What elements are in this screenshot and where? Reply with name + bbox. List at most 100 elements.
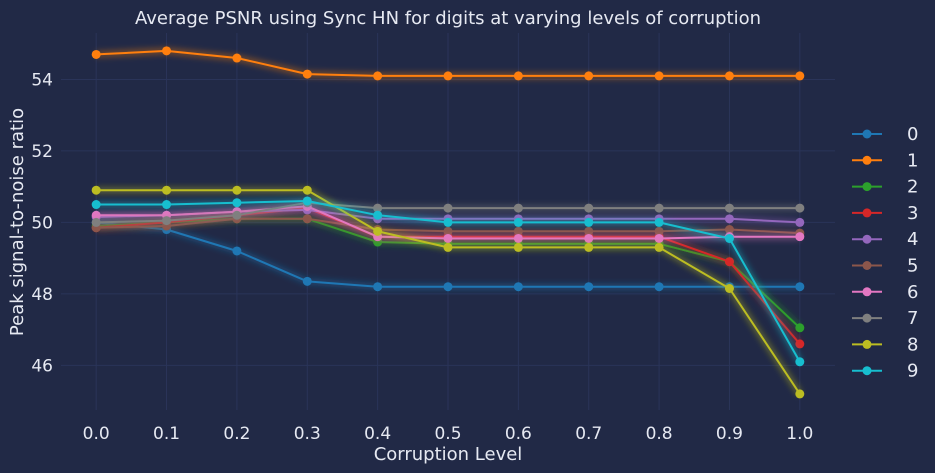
data-point bbox=[795, 71, 805, 81]
data-point bbox=[302, 196, 312, 206]
data-point bbox=[443, 233, 453, 243]
data-point bbox=[232, 210, 242, 220]
data-point bbox=[232, 246, 242, 256]
legend-item-6: 6 bbox=[852, 282, 918, 303]
data-point bbox=[795, 232, 805, 242]
y-tick-label: 50 bbox=[31, 213, 53, 233]
legend-marker bbox=[862, 155, 872, 165]
legend-item-9: 9 bbox=[852, 361, 918, 382]
legend: 0 1 2 3 4 5 6 7 8 9 bbox=[852, 124, 918, 382]
series-9 bbox=[91, 196, 805, 367]
y-tick-label: 48 bbox=[31, 285, 53, 305]
x-tick-label: 0.5 bbox=[434, 424, 461, 444]
data-point bbox=[91, 217, 101, 227]
series-8 bbox=[91, 185, 805, 399]
data-point bbox=[654, 217, 664, 227]
legend-item-4: 4 bbox=[852, 229, 918, 250]
legend-label: 8 bbox=[907, 334, 918, 355]
data-point bbox=[724, 284, 734, 294]
x-tick-label: 0.4 bbox=[364, 424, 391, 444]
legend-marker bbox=[862, 366, 872, 376]
data-point bbox=[373, 282, 383, 292]
data-point bbox=[724, 203, 734, 213]
data-point bbox=[584, 282, 594, 292]
data-point bbox=[513, 217, 523, 227]
data-point bbox=[513, 233, 523, 243]
legend-item-7: 7 bbox=[852, 308, 918, 329]
data-point bbox=[584, 242, 594, 252]
data-point bbox=[373, 203, 383, 213]
legend-marker bbox=[862, 287, 872, 297]
data-point bbox=[654, 282, 664, 292]
data-point bbox=[513, 242, 523, 252]
data-point bbox=[513, 203, 523, 213]
legend-label: 5 bbox=[907, 256, 918, 277]
data-point bbox=[654, 71, 664, 81]
data-point bbox=[795, 339, 805, 349]
legend-label: 1 bbox=[907, 150, 918, 171]
data-point bbox=[724, 233, 734, 243]
data-point bbox=[162, 200, 172, 210]
data-point bbox=[91, 185, 101, 195]
data-point bbox=[443, 203, 453, 213]
data-point bbox=[232, 53, 242, 63]
x-tick-label: 0.6 bbox=[505, 424, 532, 444]
x-tick-label: 0.8 bbox=[646, 424, 673, 444]
legend-marker bbox=[862, 261, 872, 270]
data-point bbox=[302, 69, 312, 79]
data-point bbox=[513, 282, 523, 292]
y-axis: 46 48 50 52 54 bbox=[31, 70, 53, 376]
data-point bbox=[443, 242, 453, 252]
data-point bbox=[232, 198, 242, 208]
x-tick-label: 0.1 bbox=[153, 424, 180, 444]
data-point bbox=[513, 71, 523, 81]
legend-label: 6 bbox=[907, 282, 918, 303]
data-point bbox=[654, 242, 664, 252]
data-point bbox=[795, 323, 805, 333]
legend-marker bbox=[862, 339, 872, 349]
data-point bbox=[91, 210, 101, 220]
data-point bbox=[584, 217, 594, 227]
data-point bbox=[724, 257, 734, 267]
legend-marker bbox=[862, 208, 872, 218]
data-point bbox=[443, 226, 453, 236]
data-point bbox=[584, 233, 594, 243]
x-axis-label: Corruption Level bbox=[374, 444, 523, 465]
data-point bbox=[654, 203, 664, 213]
legend-item-5: 5 bbox=[852, 256, 918, 277]
legend-item-0: 0 bbox=[852, 124, 918, 145]
x-tick-label: 0.0 bbox=[83, 424, 110, 444]
x-tick-label: 0.2 bbox=[223, 424, 250, 444]
data-point bbox=[162, 185, 172, 195]
y-tick-label: 46 bbox=[31, 356, 53, 376]
legend-marker bbox=[862, 129, 872, 139]
data-point bbox=[795, 357, 805, 367]
x-tick-label: 0.9 bbox=[716, 424, 743, 444]
y-axis-label: Peak signal-to-noise ratio bbox=[7, 108, 28, 336]
data-point bbox=[795, 203, 805, 213]
data-point bbox=[302, 276, 312, 286]
data-point bbox=[584, 203, 594, 213]
legend-marker bbox=[862, 234, 872, 244]
data-point bbox=[373, 226, 383, 236]
series-7 bbox=[91, 198, 805, 227]
legend-item-1: 1 bbox=[852, 150, 918, 171]
data-point bbox=[443, 217, 453, 227]
data-point bbox=[162, 216, 172, 226]
legend-label: 0 bbox=[907, 124, 918, 145]
chart-title: Average PSNR using Sync HN for digits at… bbox=[135, 8, 761, 29]
legend-item-8: 8 bbox=[852, 334, 918, 355]
data-point bbox=[584, 226, 594, 236]
data-point bbox=[584, 71, 594, 81]
x-axis: 0.0 0.1 0.2 0.3 0.4 0.5 0.6 0.7 0.8 0.9 1.0 bbox=[83, 424, 814, 444]
data-point bbox=[91, 200, 101, 210]
data-point bbox=[443, 71, 453, 81]
data-point bbox=[162, 46, 172, 56]
data-point bbox=[654, 226, 664, 236]
series-1 bbox=[91, 46, 805, 81]
x-tick-label: 0.3 bbox=[294, 424, 321, 444]
legend-item-3: 3 bbox=[852, 203, 918, 224]
data-point bbox=[795, 389, 805, 399]
data-point bbox=[724, 214, 734, 224]
